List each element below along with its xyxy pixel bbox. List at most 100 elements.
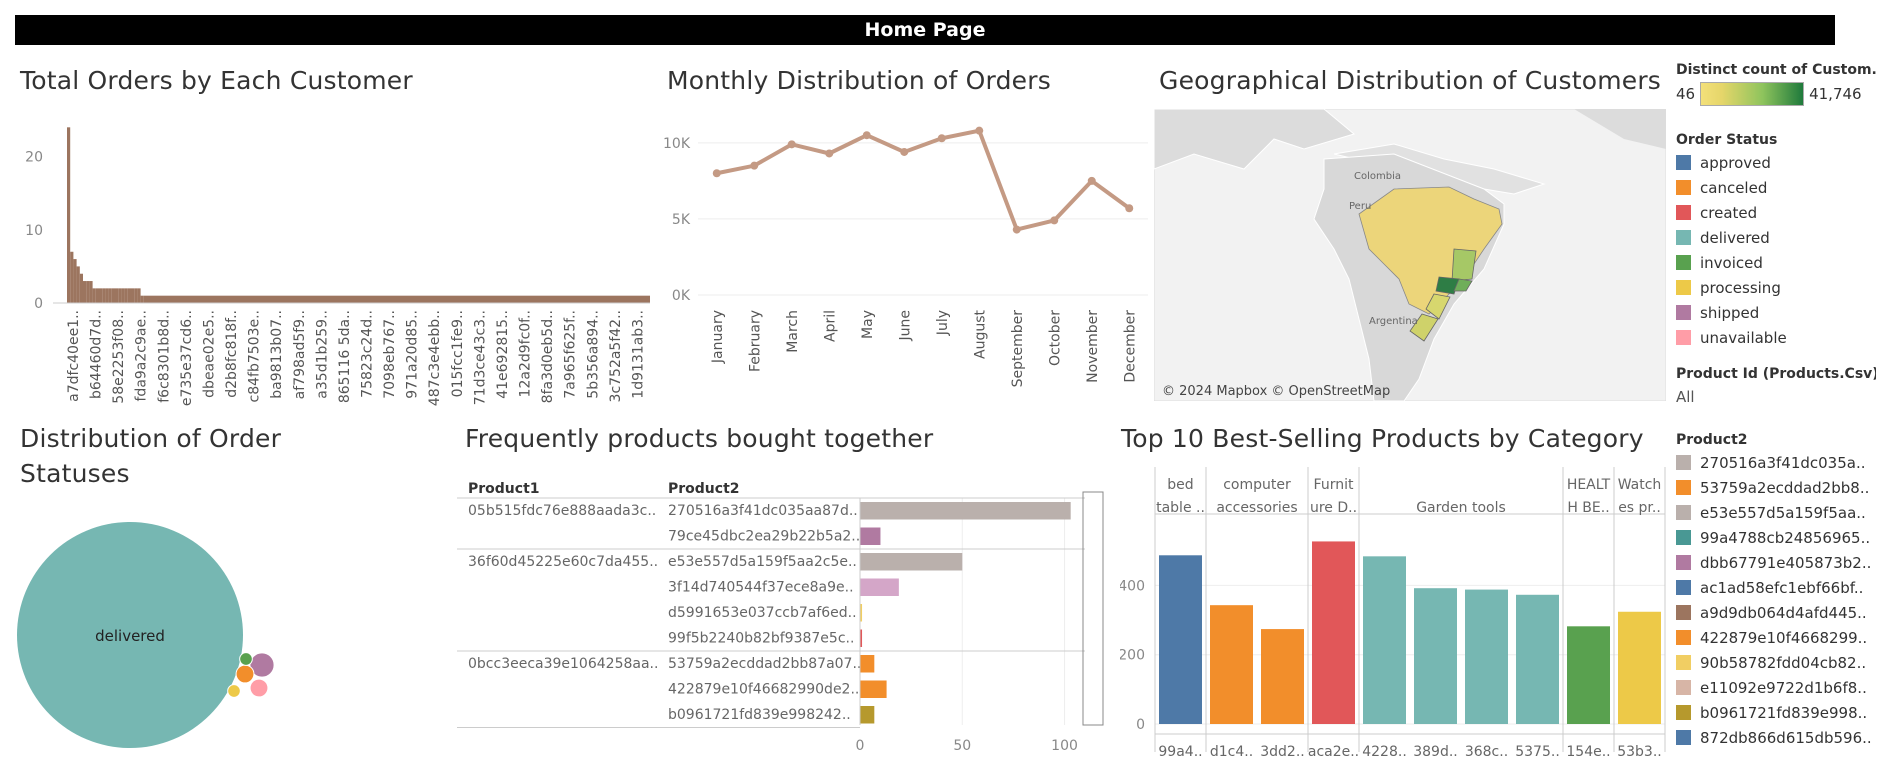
order-status-legend-item[interactable]: processing [1676,275,1876,300]
bar [76,266,80,303]
x-tick-label: 389d.. [1413,744,1458,760]
bar [860,604,863,622]
product2-legend-item[interactable]: 270516a3f41dc035a.. [1676,450,1876,475]
point [787,140,796,149]
monthly-orders-chart[interactable]: 10K 5K 0K January February March April May June J… [660,110,1150,400]
product2-legend-label: dbb67791e405873b2.. [1700,553,1872,572]
bar [70,251,74,303]
product2-legend-label: 53759a2ecddad2bb8.. [1700,478,1870,497]
order-status-legend: approved canceled created delivered invoiced… [1676,150,1876,350]
product1-label: 05b515fdc76e888aada3c.. [468,503,656,519]
orders-by-customer-chart[interactable]: 20 10 0 a7dfc40ee1.. b64460d7d.. 58e2253f08..… [15,110,655,410]
bar [860,680,887,698]
bar [860,502,1071,520]
x-tick-label: 0 [856,738,865,754]
bar [1261,629,1304,724]
product-id-filter[interactable]: All [1676,388,1695,406]
product2-legend-item[interactable]: e53e557d5a159f5aa.. [1676,500,1876,525]
product2-legend-item[interactable]: ac1ad58efc1ebf66bf.. [1676,575,1876,600]
order-status-legend-item[interactable]: canceled [1676,175,1876,200]
x-tick-label: a7dfc40ee1.. [66,310,82,402]
order-status-legend-label: invoiced [1700,253,1763,272]
x-tick-label: 1d9131ab3.. [630,310,646,399]
category-label-line2: es pr.. [1618,500,1661,516]
top10-chart[interactable]: 400 200 0 bed table .. computer accessories Fur… [1120,462,1670,767]
point [825,149,834,158]
product2-legend-swatch [1676,455,1691,470]
bar [73,259,77,303]
product2-label: e53e557d5a159f5aa2c5e.. [668,554,857,570]
bar [1312,541,1355,724]
product2-legend-swatch [1676,555,1691,570]
y-tick-label: 0 [34,296,43,312]
land-north [1154,109,1356,170]
product2-legend-item[interactable]: dbb67791e405873b2.. [1676,550,1876,575]
y-tick-label: 200 [1120,648,1145,664]
order-status-legend-item[interactable]: approved [1676,150,1876,175]
category-label-line2: H BE.. [1567,500,1609,516]
distinct-count-scale: 46 41,746 [1676,82,1876,106]
x-tick-label: 71d3ce43c3.. [472,310,488,405]
order-status-legend-swatch [1676,155,1691,170]
order-status-legend-swatch [1676,180,1691,195]
product2-legend-item[interactable]: a9d9db064d4afd445.. [1676,600,1876,625]
category-label-line1: Watch [1618,477,1662,493]
state-sao-paulo [1435,276,1460,295]
product2-legend-item[interactable]: 99a4788cb24856965.. [1676,525,1876,550]
bar [1618,611,1661,724]
bar [1414,588,1457,724]
y-tick-label: 10K [663,136,691,152]
order-status-legend-item[interactable]: invoiced [1676,250,1876,275]
order-status-legend-label: shipped [1700,303,1760,322]
order-status-title: Order Status [1676,132,1778,148]
product2-legend-item[interactable]: b0961721fd839e998.. [1676,700,1876,725]
x-tick-label: af798ad5f9.. [292,310,308,399]
product2-legend-item[interactable]: 90b58782fdd04cb82.. [1676,650,1876,675]
geo-map[interactable]: Colombia Peru Argentina © 2024 Mapbox © Ope… [1154,109,1666,401]
order-status-legend-item[interactable]: created [1676,200,1876,225]
product2-legend-label: 99a4788cb24856965.. [1700,528,1871,547]
x-tick-label: May [860,310,876,339]
x-tick-label: 99a4.. [1158,744,1202,760]
product2-label: 79ce45dbc2ea29b22b5a2.. [668,529,860,545]
product2-legend-label: 872db866d615db596.. [1700,728,1872,747]
product2-legend-swatch [1676,505,1691,520]
product2-legend-item[interactable]: e11092e9722d1b6f8.. [1676,675,1876,700]
x-tick-label: 015fcc1fe9.. [450,310,466,397]
order-status-legend-swatch [1676,255,1691,270]
order-status-bubbles[interactable]: delivered [10,510,310,750]
point [750,161,759,170]
x-tick-label: 100 [1051,738,1078,754]
category-label-line1: bed [1167,477,1193,493]
point [975,126,984,135]
bar [99,288,103,303]
x-tick-label: February [747,310,763,372]
product2-legend-item[interactable]: 872db866d615db596.. [1676,725,1876,750]
product2-label: 270516a3f41dc035aa87d.. [668,503,858,519]
category-label-line1: computer [1223,477,1291,493]
x-tick-label: June [897,310,913,342]
order-status-legend-item[interactable]: unavailable [1676,325,1876,350]
category-label-line2: accessories [1216,500,1297,516]
product2-legend-item[interactable]: 422879e10f4668299.. [1676,625,1876,650]
product2-label: 99f5b2240b82bf9387e5c.. [668,631,854,647]
order-status-legend-item[interactable]: delivered [1676,225,1876,250]
x-tick-label: 487c3e4ebb.. [427,310,443,406]
product2-legend-label: ac1ad58efc1ebf66bf.. [1700,578,1864,597]
page-header: Home Page [15,15,1835,45]
x-tick-label: ba9813b07.. [269,310,285,399]
bar [1465,589,1508,724]
bar [67,127,71,303]
order-status-legend-label: unavailable [1700,328,1787,347]
bar [127,288,131,303]
bar [860,655,875,673]
bar [92,288,96,303]
bar [124,288,128,303]
product2-label: d5991653e037ccb7af6ed.. [668,605,857,621]
product2-legend-item[interactable]: 53759a2ecddad2bb8.. [1676,475,1876,500]
x-tick-label: 154e.. [1566,744,1610,760]
order-status-legend-item[interactable]: shipped [1676,300,1876,325]
bought-together-chart[interactable]: Product1 Product2 05b515fdc76e888aada3c.. 2… [455,470,1105,760]
order-status-legend-label: approved [1700,153,1771,172]
bar [121,288,125,303]
